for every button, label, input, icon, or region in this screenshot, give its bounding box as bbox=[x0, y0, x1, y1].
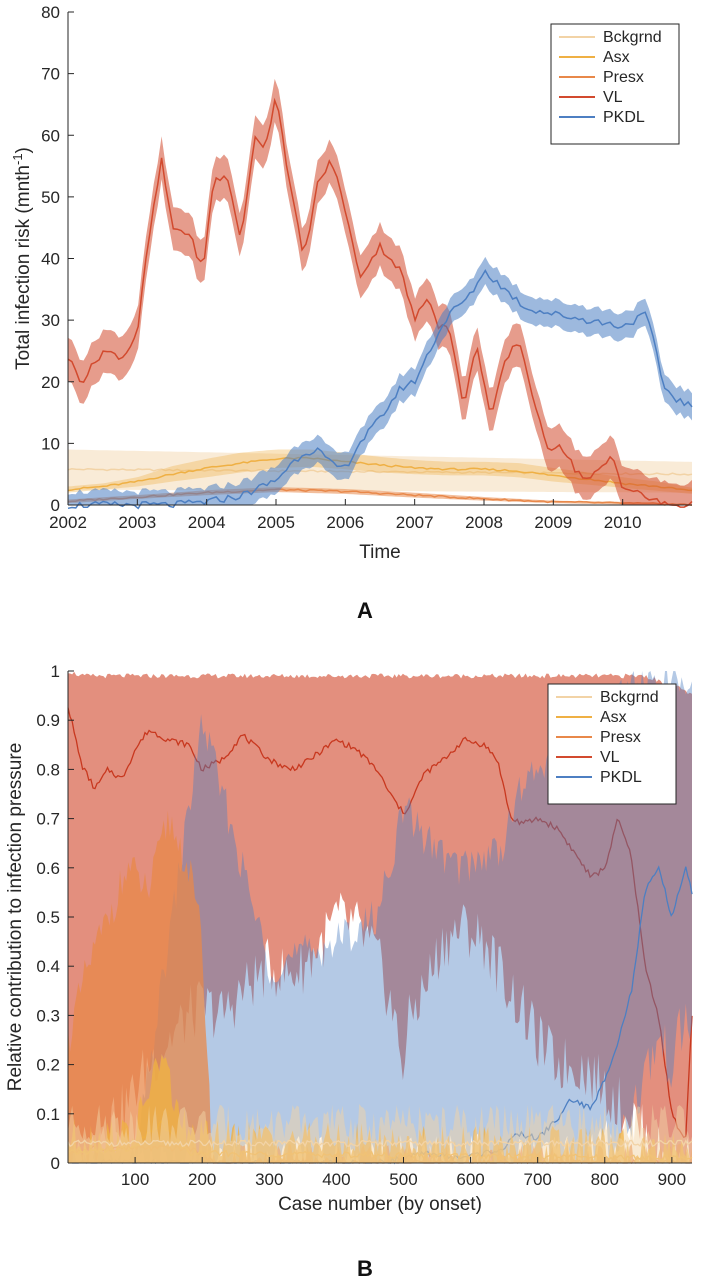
y-axis-label: Relative contribution to infection press… bbox=[5, 743, 26, 1092]
x-tick-label: 300 bbox=[255, 1170, 283, 1189]
series-pkdl-line bbox=[67, 268, 693, 510]
series-pkdl-band bbox=[68, 671, 692, 1163]
y-tick-label: 0.1 bbox=[36, 1105, 60, 1124]
y-tick-label: 0 bbox=[51, 496, 60, 515]
x-axis-label: Time bbox=[359, 542, 401, 563]
y-tick-label: 30 bbox=[41, 311, 60, 330]
x-tick-label: 800 bbox=[591, 1170, 619, 1189]
x-tick-label: 2006 bbox=[326, 513, 364, 532]
x-tick-label: 200 bbox=[188, 1170, 216, 1189]
y-tick-label: 80 bbox=[41, 3, 60, 22]
series-bckgrnd-band bbox=[68, 1104, 692, 1163]
y-tick-label: 70 bbox=[41, 65, 60, 84]
x-tick-label: 2002 bbox=[49, 513, 87, 532]
x-tick-label: 2007 bbox=[396, 513, 434, 532]
b-legend-label-pkdl: PKDL bbox=[600, 769, 642, 786]
a-legend-label-presx: Presx bbox=[603, 69, 644, 86]
y-tick-label: 0.8 bbox=[36, 760, 60, 779]
y-tick-label: 0 bbox=[51, 1154, 60, 1173]
series-vl-line bbox=[67, 707, 693, 1139]
x-tick-label: 2005 bbox=[257, 513, 295, 532]
a-legend-label-vl: VL bbox=[603, 89, 623, 106]
series-pkdl-band bbox=[68, 256, 692, 505]
series-vl-band bbox=[68, 78, 692, 506]
a-legend-label-pkdl: PKDL bbox=[603, 109, 645, 126]
x-tick-label: 600 bbox=[456, 1170, 484, 1189]
b-legend-label-presx: Presx bbox=[600, 729, 641, 746]
x-tick-label: 500 bbox=[389, 1170, 417, 1189]
chart-a: 0 10 20 30 40 50 60 70 80 2002 2003 2004 2005 2006 200… bbox=[10, 3, 693, 563]
y-tick-label: 0.7 bbox=[36, 810, 60, 829]
a-legend-label-bckgrnd: Bckgrnd bbox=[603, 29, 662, 46]
b-legend-label-bckgrnd: Bckgrnd bbox=[600, 689, 659, 706]
y-tick-label: 0.2 bbox=[36, 1056, 60, 1075]
x-tick-label: 100 bbox=[121, 1170, 149, 1189]
y-tick-label: 1 bbox=[51, 662, 60, 681]
panel-letter-b: B bbox=[357, 1256, 373, 1281]
x-tick-label: 2003 bbox=[118, 513, 156, 532]
x-tick-label: 2008 bbox=[465, 513, 503, 532]
y-axis-label: Total infection risk (mnth-1) bbox=[10, 147, 34, 370]
y-tick-label: 0.4 bbox=[36, 957, 60, 976]
y-tick-label: 0.5 bbox=[36, 908, 60, 927]
y-tick-label: 20 bbox=[41, 373, 60, 392]
panel-letter-a: A bbox=[357, 598, 373, 623]
series-vl-line bbox=[67, 97, 693, 508]
y-tick-label: 40 bbox=[41, 250, 60, 269]
x-tick-label: 2009 bbox=[534, 513, 572, 532]
a-legend-box bbox=[550, 23, 680, 145]
series-bckgrnd-line bbox=[67, 1138, 693, 1148]
y-tick-label: 60 bbox=[41, 126, 60, 145]
x-tick-label: 900 bbox=[658, 1170, 686, 1189]
y-tick-label: 0.9 bbox=[36, 711, 60, 730]
x-tick-label: 700 bbox=[523, 1170, 551, 1189]
series-bckgrnd-band bbox=[68, 449, 692, 493]
b-legend-box bbox=[547, 683, 677, 805]
b-legend-label-asx: Asx bbox=[600, 709, 627, 726]
y-tick-label: 10 bbox=[41, 434, 60, 453]
x-tick-label: 2010 bbox=[604, 513, 642, 532]
series-vl-band bbox=[68, 671, 692, 1163]
x-axis-label: Case number (by onset) bbox=[278, 1194, 482, 1215]
b-legend-label-vl: VL bbox=[600, 749, 620, 766]
a-legend-label-asx: Asx bbox=[603, 49, 630, 66]
y-tick-label: 50 bbox=[41, 188, 60, 207]
x-tick-label: 2004 bbox=[188, 513, 226, 532]
y-tick-label: 0.3 bbox=[36, 1006, 60, 1025]
y-tick-label: 0.6 bbox=[36, 859, 60, 878]
series-asx-band bbox=[68, 449, 692, 494]
x-tick-label: 400 bbox=[322, 1170, 350, 1189]
chart-b: 0 0.1 0.2 0.3 0.4 0.5 0.6 0.7 0.8 0.9 1 100 200 300 40… bbox=[5, 662, 693, 1215]
